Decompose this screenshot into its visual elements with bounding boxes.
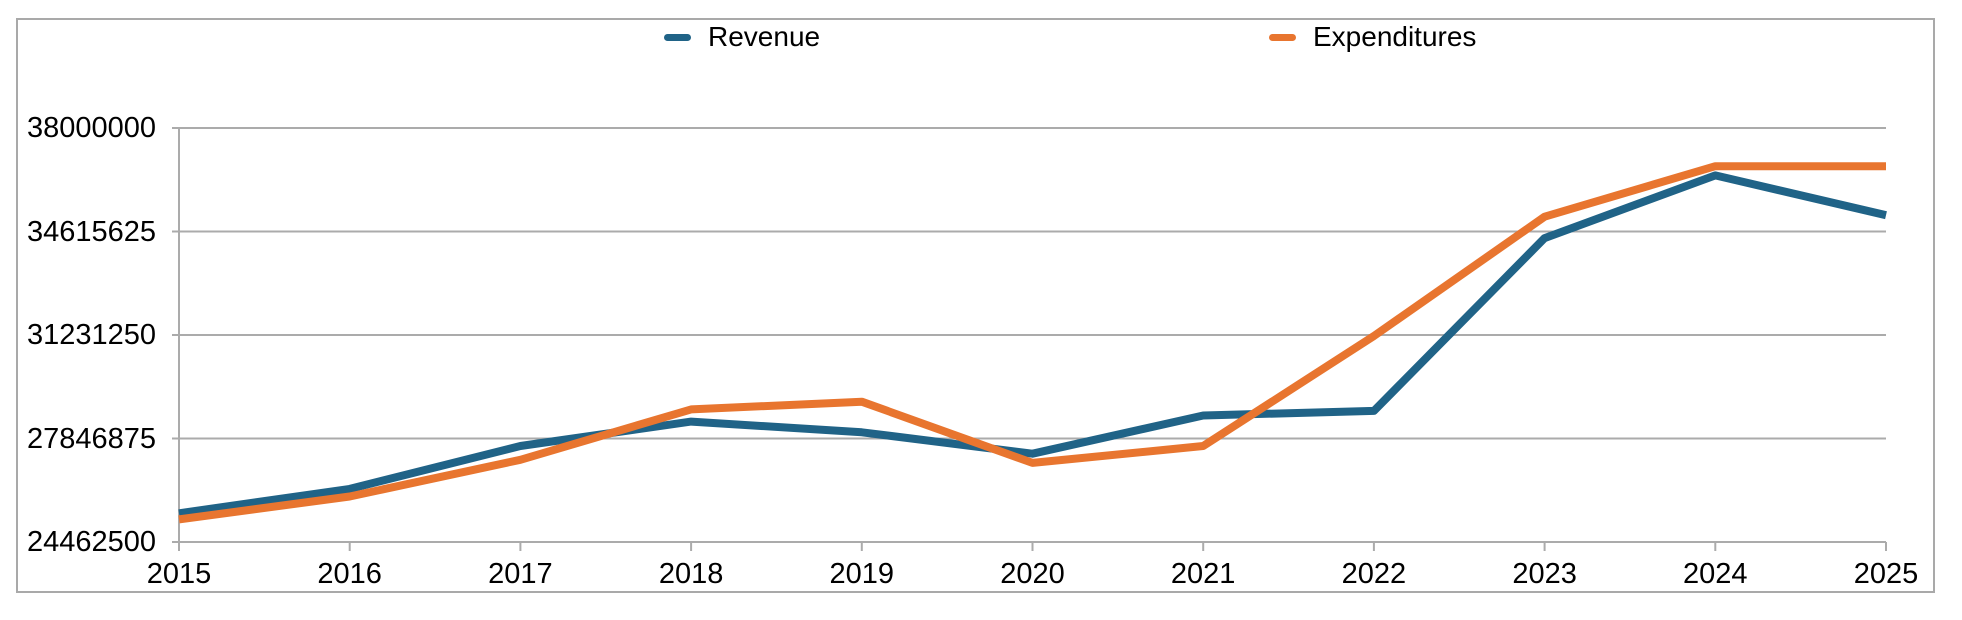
- x-axis-tick-label: 2021: [1170, 558, 1236, 590]
- x-axis-tick-label: 2017: [488, 558, 553, 590]
- revenue-line: [178, 171, 1887, 518]
- legend-item-expenditures: Expenditures: [1269, 22, 1476, 52]
- y-axis-tick-label: 31231250: [26, 319, 156, 351]
- expenditures-line: [178, 162, 1886, 524]
- expenditures-legend-dash-icon: [1269, 33, 1296, 41]
- x-axis-tick-label: 2018: [658, 558, 724, 590]
- revenue-legend-dash-icon: [664, 33, 691, 41]
- x-axis-tick-label: 2025: [1853, 558, 1919, 590]
- y-axis-tick-label: 34615625: [26, 215, 156, 248]
- x-axis-tick-label: 2020: [1000, 558, 1065, 590]
- x-axis-tick-label: 2019: [829, 558, 895, 590]
- legend-label-revenue: Revenue: [708, 21, 821, 52]
- y-axis-tick-label: 27846875: [26, 422, 156, 455]
- x-axis-tick-label: 2024: [1683, 558, 1748, 590]
- y-axis-tick-label: 24462500: [26, 526, 156, 558]
- legend-label-expenditures: Expenditures: [1313, 21, 1477, 52]
- x-axis-tick-label: 2022: [1341, 558, 1407, 590]
- y-axis-tick-label: 38000000: [26, 112, 156, 144]
- legend-item-revenue: Revenue: [664, 22, 820, 52]
- x-axis-tick-label: 2015: [146, 558, 212, 590]
- x-axis-tick-label: 2016: [317, 558, 382, 590]
- x-axis-tick-label: 2023: [1512, 558, 1577, 590]
